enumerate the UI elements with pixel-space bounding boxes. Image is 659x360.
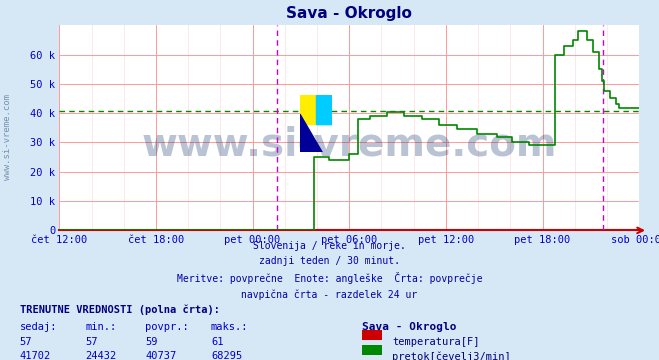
Text: 57: 57 — [86, 337, 98, 347]
Text: temperatura[F]: temperatura[F] — [392, 337, 480, 347]
Text: 57: 57 — [20, 337, 32, 347]
Text: 40737: 40737 — [145, 351, 176, 360]
Text: 61: 61 — [211, 337, 223, 347]
Text: sedaj:: sedaj: — [20, 322, 57, 332]
Text: 59: 59 — [145, 337, 158, 347]
Text: Slovenija / reke in morje.
zadnji teden / 30 minut.
Meritve: povprečne  Enote: a: Slovenija / reke in morje. zadnji teden … — [177, 241, 482, 300]
Text: TRENUTNE VREDNOSTI (polna črta):: TRENUTNE VREDNOSTI (polna črta): — [20, 304, 219, 315]
Text: min.:: min.: — [86, 322, 117, 332]
Title: Sava - Okroglo: Sava - Okroglo — [286, 6, 413, 21]
Text: maks.:: maks.: — [211, 322, 248, 332]
Text: Sava - Okroglo: Sava - Okroglo — [362, 322, 457, 332]
Text: 24432: 24432 — [86, 351, 117, 360]
Text: povpr.:: povpr.: — [145, 322, 188, 332]
Text: 68295: 68295 — [211, 351, 242, 360]
Text: pretok[čevelj3/min]: pretok[čevelj3/min] — [392, 351, 511, 360]
Text: 41702: 41702 — [20, 351, 51, 360]
Text: www.si-vreme.com: www.si-vreme.com — [3, 94, 13, 180]
Text: www.si-vreme.com: www.si-vreme.com — [142, 125, 557, 163]
